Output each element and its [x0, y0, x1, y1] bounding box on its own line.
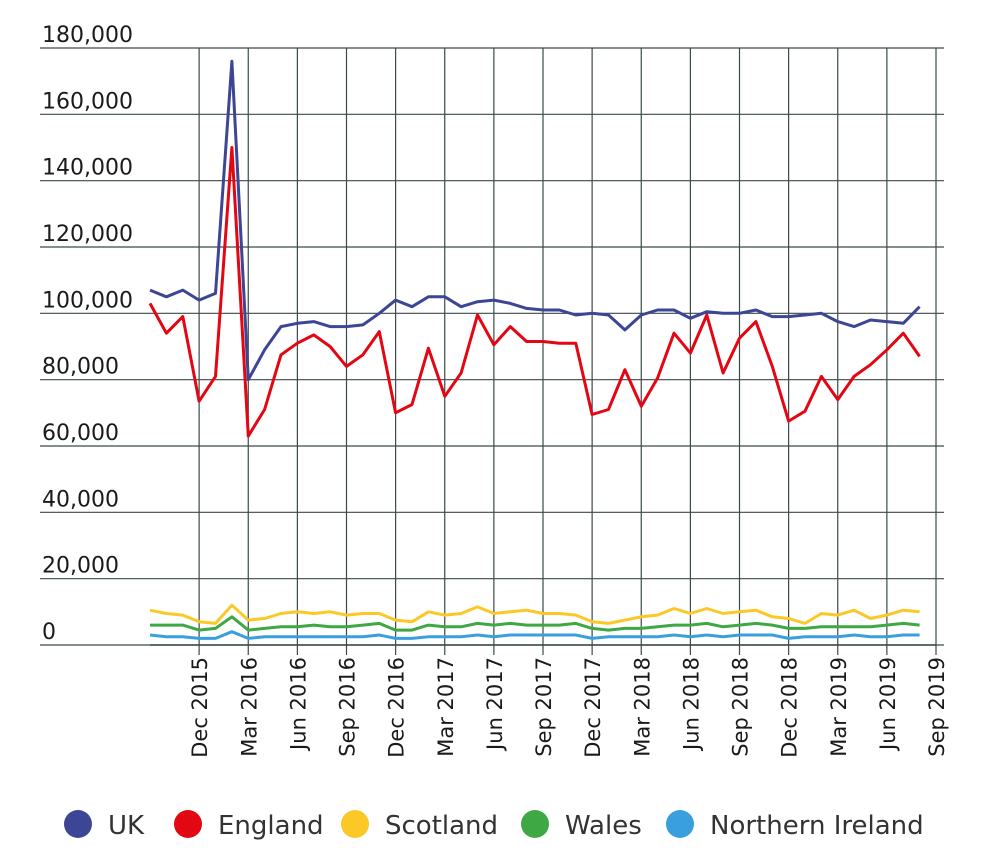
- legend: UK England Scotland Wales Northern Ireland: [64, 810, 924, 841]
- x-tick-label: Sep 2019: [925, 657, 949, 757]
- legend-item-england: England: [174, 810, 324, 841]
- y-tick-label: 80,000: [42, 355, 119, 380]
- y-tick-label: 40,000: [42, 487, 119, 512]
- x-tick-label: Sep 2017: [532, 657, 556, 757]
- legend-marker: [341, 810, 369, 838]
- legend-label: England: [218, 811, 324, 841]
- x-tick-label: Mar 2018: [630, 657, 654, 757]
- x-tick-label: Jun 2017: [483, 657, 507, 752]
- series-line-northern-ireland: [149, 630, 920, 640]
- legend-item-wales: Wales: [521, 810, 642, 841]
- x-tick-label: Jun 2018: [679, 657, 703, 752]
- x-tick-label: Mar 2016: [237, 657, 261, 757]
- series-line-scotland: [149, 603, 920, 625]
- y-tick-label: 180,000: [42, 23, 133, 48]
- legend-label: Wales: [565, 811, 642, 841]
- x-tick-label: Sep 2016: [336, 657, 360, 757]
- legend-item-northern-ireland: Northern Ireland: [666, 810, 924, 841]
- legend-marker: [666, 810, 694, 838]
- legend-label: UK: [108, 811, 145, 841]
- legend-item-scotland: Scotland: [341, 810, 498, 841]
- x-tick-label: Dec 2016: [385, 657, 409, 758]
- x-tick-label: Mar 2019: [827, 657, 851, 757]
- legend-label: Northern Ireland: [710, 811, 924, 841]
- grid-lines: [40, 47, 944, 655]
- legend-marker: [64, 810, 92, 838]
- series-lines: [148, 59, 921, 640]
- x-tick-label: Sep 2018: [729, 657, 753, 757]
- y-tick-label: 120,000: [42, 222, 133, 247]
- y-tick-label: 160,000: [42, 89, 133, 114]
- x-tick-label: Jun 2019: [876, 657, 900, 752]
- x-tick-label: Dec 2018: [778, 657, 802, 758]
- x-tick-label: Mar 2017: [434, 657, 458, 757]
- x-axis-ticks: Dec 2015 Mar 2016 Jun 2016 Sep 2016 Dec 2016…: [188, 657, 949, 758]
- y-tick-label: 0: [42, 620, 56, 645]
- x-tick-label: Dec 2017: [581, 657, 605, 758]
- y-tick-label: 20,000: [42, 554, 119, 579]
- legend-item-uk: UK: [64, 810, 145, 841]
- legend-marker: [174, 810, 202, 838]
- series-line-uk: [149, 59, 921, 382]
- legend-label: Scotland: [385, 811, 498, 841]
- y-tick-label: 140,000: [42, 156, 133, 181]
- y-tick-label: 100,000: [42, 288, 133, 313]
- y-tick-label: 60,000: [42, 421, 119, 446]
- series-line-wales: [150, 615, 920, 632]
- legend-marker: [521, 810, 549, 838]
- x-tick-label: Jun 2016: [286, 657, 310, 752]
- series-line-england: [148, 146, 921, 438]
- x-tick-label: Dec 2015: [188, 657, 212, 758]
- y-axis-ticks: 0 20,000 40,000 60,000 80,000 100,000 120,000 1…: [42, 23, 133, 645]
